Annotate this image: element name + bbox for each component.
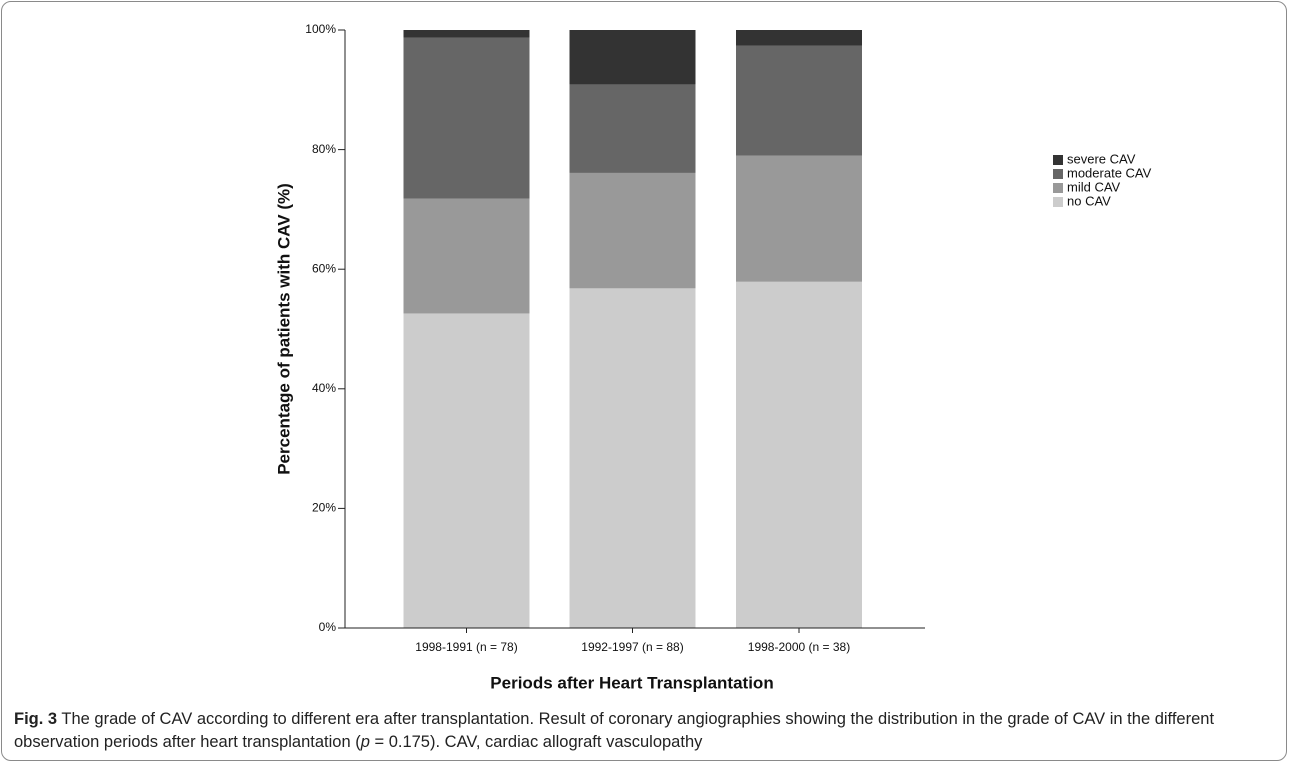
x-tick-label: 1998-1991 (n = 78) xyxy=(415,640,517,654)
legend-swatch xyxy=(1053,169,1063,179)
caption-text: The grade of CAV according to different … xyxy=(14,710,1215,751)
y-tick-label: 80% xyxy=(312,142,336,156)
legend-label: no CAV xyxy=(1067,193,1111,208)
y-tick-label: 20% xyxy=(312,501,336,515)
legend-label: severe CAV xyxy=(1067,151,1136,166)
legend-swatch xyxy=(1053,197,1063,207)
y-tick-label: 0% xyxy=(319,620,337,634)
y-tick-label: 60% xyxy=(312,261,336,275)
caption: Fig. 3 The grade of CAV according to dif… xyxy=(14,708,1276,754)
bar-segment xyxy=(569,84,696,173)
bar-segment xyxy=(569,30,696,85)
x-axis-title: Periods after Heart Transplantation xyxy=(490,673,773,692)
bar-segment xyxy=(736,281,862,628)
bar-segment xyxy=(736,155,862,282)
x-tick-label: 1998-2000 (n = 38) xyxy=(748,640,850,654)
y-tick-label: 100% xyxy=(305,22,336,36)
chart: Periods after Heart Transplantation Perc… xyxy=(274,22,1152,692)
bar-segment xyxy=(403,30,530,38)
legend-swatch xyxy=(1053,155,1063,165)
bar-segment xyxy=(569,288,696,628)
caption-text: = 0.175). CAV, cardiac allograft vasculo… xyxy=(369,733,703,751)
bar-segment xyxy=(403,313,530,628)
x-tick-label: 1992-1997 (n = 88) xyxy=(581,640,683,654)
bar-segment xyxy=(569,172,696,289)
bar-segment xyxy=(736,45,862,156)
legend-label: mild CAV xyxy=(1067,179,1121,194)
caption-italic: p xyxy=(360,733,370,751)
y-tick-label: 40% xyxy=(312,381,336,395)
bar-segment xyxy=(403,37,530,199)
legend-swatch xyxy=(1053,183,1063,193)
caption-label: Fig. 3 xyxy=(14,710,58,728)
y-axis-title: Percentage of patients with CAV (%) xyxy=(274,183,293,475)
legend-label: moderate CAV xyxy=(1067,165,1152,180)
bar-segment xyxy=(403,198,530,314)
bar-segment xyxy=(736,30,862,46)
